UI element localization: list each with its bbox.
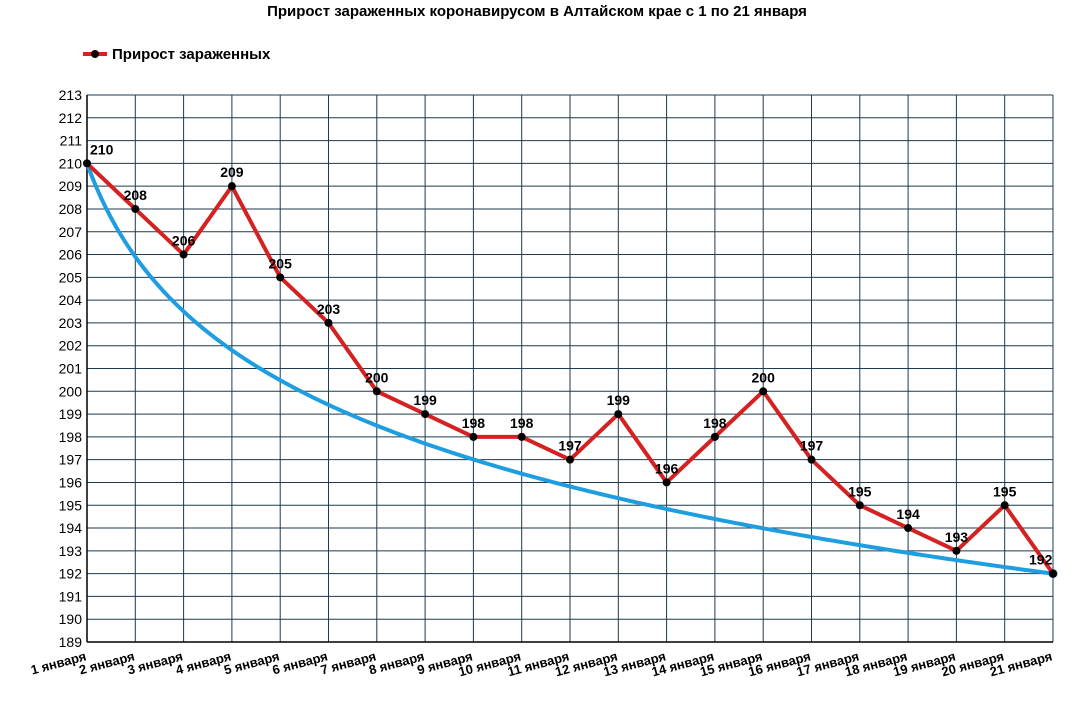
y-tick-label: 208 — [59, 201, 83, 217]
y-tick-label: 195 — [59, 497, 83, 513]
data-point — [179, 250, 188, 259]
data-label: 209 — [220, 164, 244, 180]
data-point — [855, 501, 864, 510]
y-tick-label: 203 — [59, 315, 83, 331]
data-label: 197 — [800, 438, 824, 454]
data-label: 198 — [703, 415, 727, 431]
data-label: 203 — [317, 301, 341, 317]
y-tick-label: 207 — [59, 224, 83, 240]
data-point — [227, 182, 236, 191]
data-point — [469, 432, 478, 441]
y-tick-label: 209 — [59, 178, 83, 194]
y-tick-label: 211 — [60, 133, 83, 149]
y-tick-label: 202 — [59, 338, 83, 354]
data-label: 196 — [655, 460, 679, 476]
y-tick-label: 213 — [59, 87, 83, 103]
y-tick-label: 197 — [59, 452, 83, 468]
grid — [86, 94, 1054, 643]
data-label: 194 — [896, 506, 920, 522]
y-tick-label: 205 — [59, 269, 83, 285]
y-tick-label: 189 — [59, 634, 83, 650]
data-label: 195 — [848, 483, 872, 499]
data-point — [566, 455, 574, 464]
data-point — [1000, 501, 1009, 510]
data-point — [759, 387, 768, 396]
data-label: 199 — [413, 392, 437, 408]
data-point — [952, 546, 961, 555]
data-point — [662, 478, 671, 487]
data-label: 198 — [462, 415, 486, 431]
y-tick-label: 206 — [59, 247, 83, 263]
data-label: 192 — [1029, 552, 1053, 568]
data-point — [421, 410, 430, 419]
y-tick-label: 190 — [59, 611, 83, 627]
data-labels: 210 208 206 209 205 203 200 199 198 198 197 199 196 1… — [90, 141, 1053, 567]
data-point — [324, 318, 333, 327]
data-label: 197 — [558, 438, 582, 454]
data-label: 198 — [510, 415, 534, 431]
data-label: 208 — [124, 187, 148, 203]
y-tick-label: 199 — [59, 406, 83, 422]
y-tick-label: 193 — [59, 543, 83, 559]
chart-title: Прирост зараженных коронавирусом в Алтай… — [267, 3, 807, 20]
y-tick-label: 201 — [59, 361, 83, 377]
data-point — [517, 432, 526, 441]
data-label: 200 — [752, 369, 776, 385]
data-label: 205 — [269, 255, 293, 271]
y-tick-label: 194 — [59, 520, 83, 536]
data-label: 193 — [945, 529, 969, 545]
trendline — [85, 161, 1055, 576]
data-label: 195 — [993, 483, 1017, 499]
data-point — [807, 455, 816, 464]
y-tick-label: 200 — [59, 383, 83, 399]
data-point — [710, 432, 719, 441]
legend-label: Прирост зараженных — [112, 46, 271, 63]
y-tick-label: 212 — [59, 110, 83, 126]
y-tick-label: 198 — [59, 429, 83, 445]
data-point — [276, 273, 285, 282]
y-axis-ticks: 189 190 191 192 193 194 195 196 197 198 199 200 201 2… — [59, 87, 83, 650]
data-label: 206 — [172, 233, 196, 249]
series-layer — [83, 159, 1057, 578]
data-point — [614, 410, 623, 419]
data-point — [83, 159, 91, 168]
y-tick-label: 204 — [59, 292, 83, 308]
data-point — [131, 204, 140, 213]
y-tick-label: 196 — [59, 474, 83, 490]
data-label: 200 — [365, 369, 389, 385]
data-point — [372, 387, 381, 396]
data-label: 210 — [90, 141, 114, 157]
y-tick-label: 191 — [59, 588, 83, 604]
legend-marker — [91, 50, 99, 58]
data-label: 199 — [607, 392, 631, 408]
y-tick-label: 192 — [59, 566, 83, 582]
data-point — [1049, 569, 1057, 578]
data-point — [904, 524, 913, 533]
y-tick-label: 210 — [59, 155, 83, 171]
legend: Прирост зараженных — [83, 46, 271, 63]
